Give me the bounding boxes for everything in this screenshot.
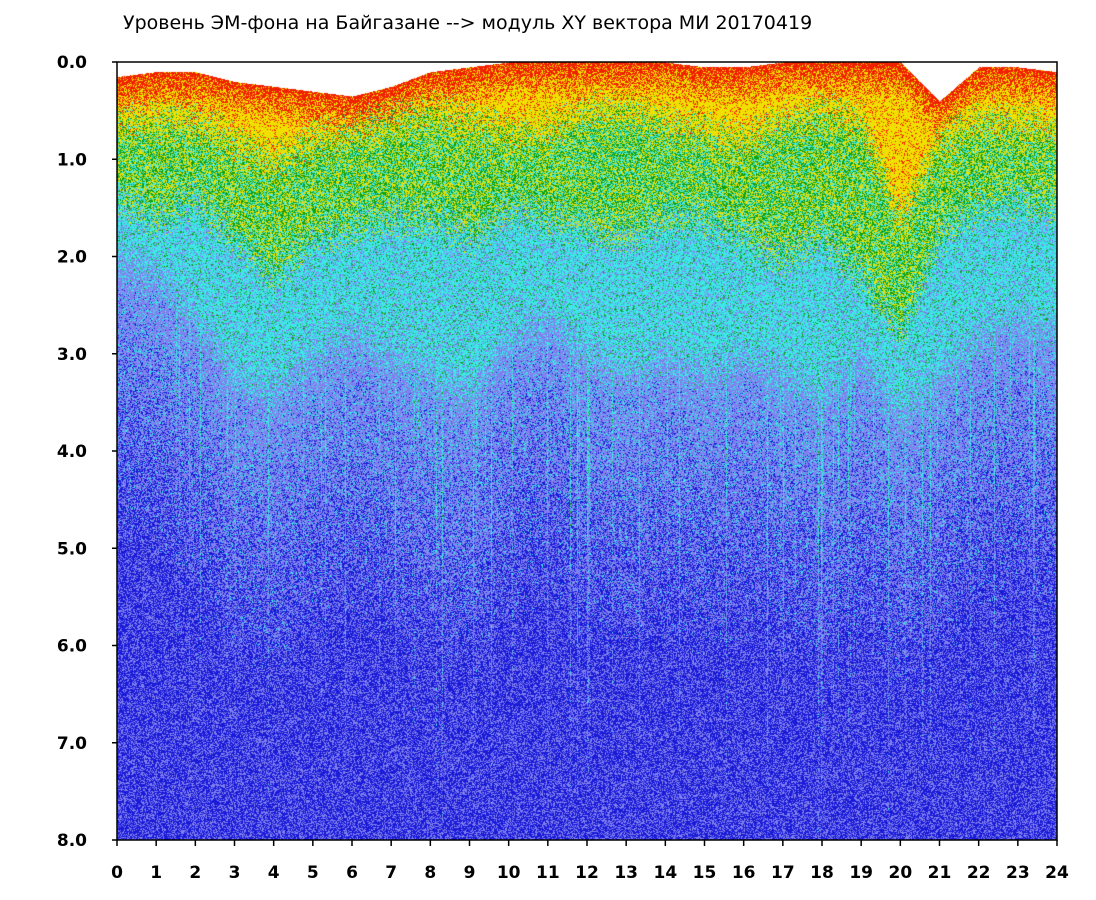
x-tick-label: 4 [268, 863, 280, 883]
x-tick-label: 2 [189, 863, 201, 883]
x-tick-label: 22 [967, 863, 991, 883]
y-tick-label: 7.0 [57, 734, 87, 754]
x-tick-label: 8 [424, 863, 436, 883]
x-tick-label: 16 [732, 863, 756, 883]
heatmap-raster [117, 62, 1057, 840]
y-tick-label: 2.0 [57, 248, 87, 268]
y-tick-label: 3.0 [57, 345, 87, 365]
y-tick-label: 8.0 [57, 831, 87, 851]
y-tick-label: 0.0 [57, 53, 87, 73]
x-tick-label: 10 [497, 863, 521, 883]
x-tick-label: 0 [111, 863, 123, 883]
x-tick-label: 6 [346, 863, 358, 883]
y-axis: 0.0 1.0 2.0 3.0 4.0 5.0 6.0 7.0 8.0 [57, 53, 117, 851]
y-tick-label: 4.0 [57, 442, 87, 462]
x-tick-label: 3 [229, 863, 241, 883]
x-axis: 0 1 2 3 4 5 6 7 8 9 10 11 12 13 14 15 16 17 18 19 20 21 22 23 24 [111, 840, 1069, 883]
x-tick-label: 18 [810, 863, 834, 883]
x-tick-label: 1 [150, 863, 162, 883]
x-tick-label: 24 [1045, 863, 1069, 883]
x-tick-label: 11 [536, 863, 560, 883]
chart-title: Уровень ЭМ-фона на Байгазане --> модуль … [123, 12, 812, 34]
y-tick-label: 6.0 [57, 637, 87, 657]
y-tick-label: 5.0 [57, 539, 87, 559]
x-tick-label: 13 [614, 863, 638, 883]
x-tick-label: 20 [888, 863, 912, 883]
x-tick-label: 23 [1006, 863, 1030, 883]
x-tick-label: 14 [653, 863, 677, 883]
plot-area [117, 62, 1057, 840]
x-tick-label: 15 [693, 863, 717, 883]
x-tick-label: 19 [849, 863, 873, 883]
x-tick-label: 21 [928, 863, 952, 883]
y-tick-label: 1.0 [57, 150, 87, 170]
x-tick-label: 7 [385, 863, 397, 883]
x-tick-label: 17 [771, 863, 795, 883]
x-tick-label: 12 [575, 863, 599, 883]
x-tick-label: 9 [464, 863, 476, 883]
x-tick-label: 5 [307, 863, 319, 883]
